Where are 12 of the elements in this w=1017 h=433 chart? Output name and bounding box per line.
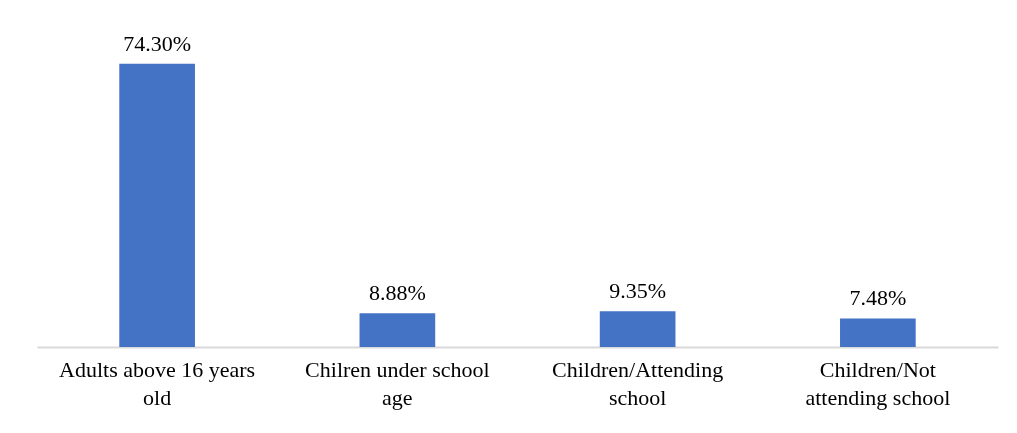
bar	[119, 63, 195, 347]
x-tick-label: Children/Attending school	[552, 356, 724, 410]
bar	[359, 313, 436, 347]
data-label: 74.30%	[123, 30, 192, 56]
bar	[599, 311, 676, 347]
x-tick-label: Adults above 16 years old	[59, 356, 256, 410]
data-label: 9.35%	[609, 278, 667, 304]
x-tick-label: Chilren under school age	[305, 356, 490, 410]
x-tick-label: Children/Not attending school	[805, 356, 951, 410]
bar	[840, 318, 916, 347]
data-label: 8.88%	[368, 280, 426, 306]
data-label: 7.48%	[849, 285, 907, 311]
